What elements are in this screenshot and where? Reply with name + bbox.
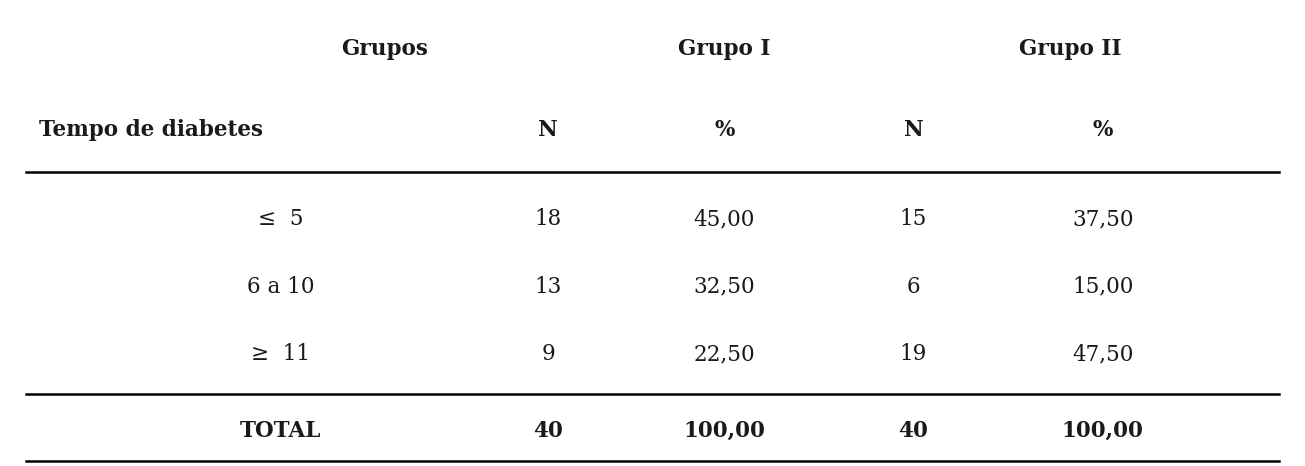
Text: %: % bbox=[714, 119, 735, 142]
Text: 100,00: 100,00 bbox=[684, 420, 765, 442]
Text: 47,50: 47,50 bbox=[1071, 343, 1134, 365]
Text: 40: 40 bbox=[534, 420, 562, 442]
Text: 13: 13 bbox=[535, 275, 561, 298]
Text: 32,50: 32,50 bbox=[693, 275, 756, 298]
Text: 19: 19 bbox=[900, 343, 927, 365]
Text: 6 a 10: 6 a 10 bbox=[247, 275, 315, 298]
Text: 9: 9 bbox=[542, 343, 555, 365]
Text: N: N bbox=[903, 119, 924, 142]
Text: Tempo de diabetes: Tempo de diabetes bbox=[39, 119, 264, 142]
Text: 40: 40 bbox=[899, 420, 928, 442]
Text: Grupo II: Grupo II bbox=[1019, 38, 1121, 60]
Text: 45,00: 45,00 bbox=[693, 208, 756, 230]
Text: 15,00: 15,00 bbox=[1071, 275, 1134, 298]
Text: Grupos: Grupos bbox=[342, 38, 428, 60]
Text: Grupo I: Grupo I bbox=[679, 38, 770, 60]
Text: 15: 15 bbox=[900, 208, 927, 230]
Text: ≥  11: ≥ 11 bbox=[251, 343, 311, 365]
Text: ≤  5: ≤ 5 bbox=[258, 208, 303, 230]
Text: 6: 6 bbox=[907, 275, 920, 298]
Text: 100,00: 100,00 bbox=[1062, 420, 1143, 442]
Text: 37,50: 37,50 bbox=[1071, 208, 1134, 230]
Text: %: % bbox=[1092, 119, 1113, 142]
Text: 18: 18 bbox=[535, 208, 561, 230]
Text: N: N bbox=[538, 119, 559, 142]
Text: TOTAL: TOTAL bbox=[240, 420, 321, 442]
Text: 22,50: 22,50 bbox=[693, 343, 756, 365]
